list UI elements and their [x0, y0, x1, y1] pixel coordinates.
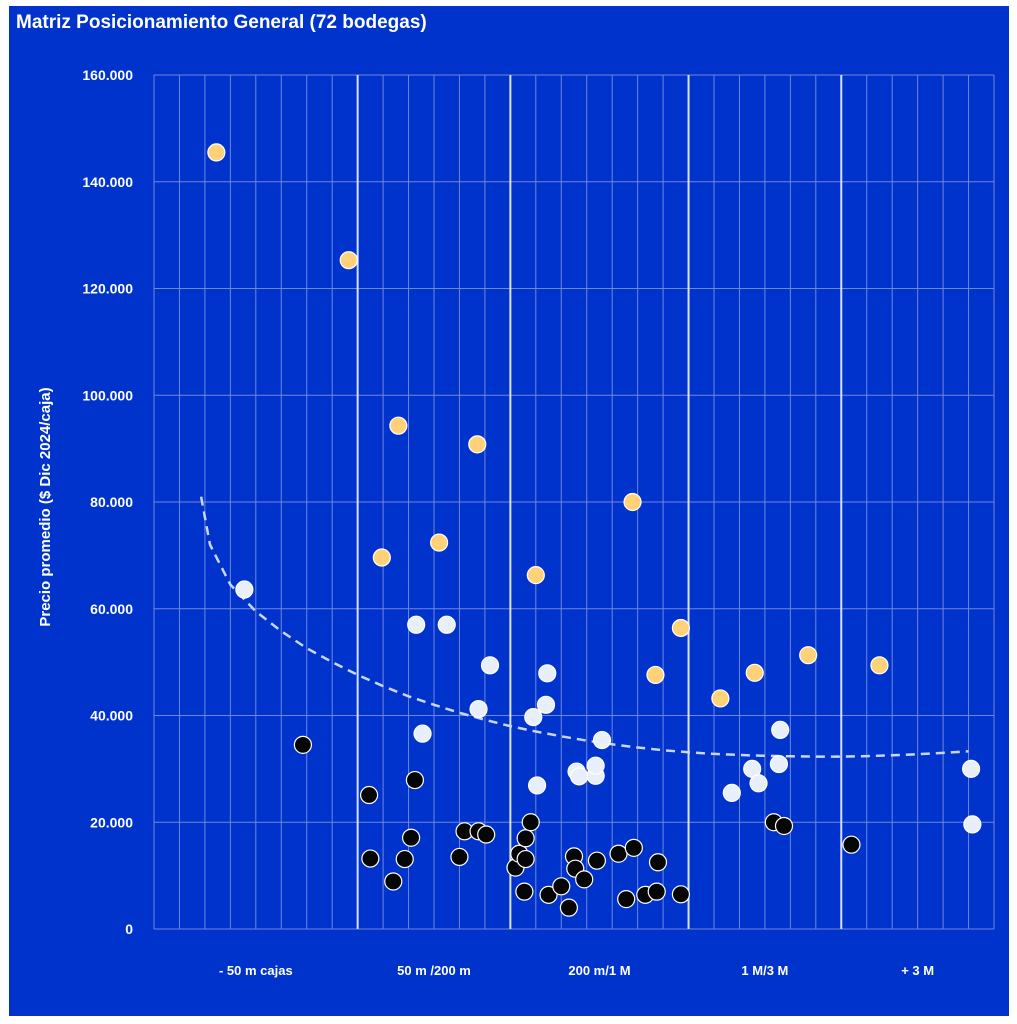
data-point-dark: [774, 816, 794, 836]
x-axis-categories: - 50 m cajas 50 m /200 m 200 m/1 M 1 M/3 M +…: [219, 963, 934, 978]
data-point-dark: [552, 877, 571, 896]
data-point-light: [771, 720, 790, 740]
data-point-dark: [648, 853, 668, 872]
data-point-gold: [207, 143, 226, 162]
data-point-light: [235, 580, 254, 599]
data-point-light: [586, 756, 605, 775]
data-point-dark: [587, 851, 607, 870]
data-point-dark: [671, 885, 691, 904]
data-point-gold: [372, 548, 391, 567]
data-point-gold: [526, 566, 545, 585]
data-point-dark: [359, 785, 379, 805]
y-axis-ticks: 0 20.000 40.000 60.000 80.000 100.000 120.000 1…: [82, 67, 133, 937]
data-point-light: [961, 759, 981, 778]
data-point-dark: [842, 835, 861, 854]
y-tick-label: 160.000: [82, 67, 133, 83]
data-point-light: [536, 695, 556, 714]
data-point-light: [749, 774, 768, 793]
data-point-gold: [870, 656, 889, 675]
x-category-label: 200 m/1 M: [568, 963, 630, 978]
y-tick-label: 100.000: [82, 387, 133, 403]
data-point-gold: [799, 646, 818, 665]
data-point-dark: [395, 849, 414, 869]
segment-separators: [356, 75, 843, 929]
y-tick-label: 60.000: [90, 601, 133, 617]
y-tick-label: 140.000: [82, 174, 133, 190]
y-tick-label: 0: [125, 921, 133, 937]
data-point-gold: [711, 689, 730, 708]
data-point-light: [437, 615, 456, 634]
data-point-light: [407, 615, 426, 634]
data-point-light: [592, 730, 612, 750]
y-tick-label: 120.000: [82, 281, 133, 297]
trendline-group: [199, 496, 969, 758]
data-point-light: [480, 656, 500, 675]
data-point-gold: [468, 435, 487, 454]
y-tick-label: 40.000: [90, 708, 133, 724]
data-point-dark: [405, 770, 425, 790]
data-point-gold: [339, 251, 358, 270]
data-point-dark: [521, 813, 540, 832]
data-point-dark: [624, 838, 643, 857]
trendline: [199, 496, 969, 758]
data-point-gold: [623, 492, 642, 512]
x-category-label: + 3 M: [901, 963, 934, 978]
x-category-label: - 50 m cajas: [219, 963, 293, 978]
x-category-label: 1 M/3 M: [741, 963, 788, 978]
data-point-dark: [647, 882, 666, 901]
x-category-label: 50 m /200 m: [397, 963, 471, 978]
data-point-gold: [646, 665, 665, 685]
data-point-dark: [617, 890, 636, 909]
chart-panel: [9, 6, 1009, 1016]
data-point-light: [527, 776, 547, 795]
data-point-dark: [361, 849, 380, 868]
data-point-light: [538, 664, 557, 683]
data-point-light: [569, 767, 589, 786]
data-point-dark: [575, 870, 594, 889]
data-point-light: [469, 699, 488, 719]
data-point-dark: [539, 885, 558, 904]
data-point-dark: [515, 882, 534, 901]
data-point-gold: [745, 663, 764, 682]
data-point-dark: [477, 825, 496, 844]
data-point-dark: [401, 828, 421, 847]
chart-title: Matriz Posicionamiento General (72 bodeg…: [16, 12, 427, 33]
data-point-dark: [293, 735, 313, 754]
data-point-light: [413, 724, 432, 743]
data-point-light: [524, 708, 543, 727]
y-axis-label: Precio promedio ($ Dic 2024/caja): [37, 387, 54, 626]
data-point-dark: [559, 898, 579, 917]
grid-lines: [153, 74, 995, 930]
data-point-dark: [450, 847, 469, 867]
data-points: [207, 143, 982, 917]
data-point-dark: [609, 844, 628, 863]
data-point-gold: [429, 533, 449, 552]
y-tick-label: 80.000: [90, 494, 133, 510]
data-point-light: [769, 754, 789, 774]
data-point-dark: [384, 872, 403, 891]
data-point-gold: [389, 416, 408, 435]
data-point-dark: [516, 829, 535, 848]
data-point-dark: [516, 849, 535, 869]
data-point-light: [963, 815, 982, 834]
data-point-gold: [671, 618, 691, 638]
y-tick-label: 20.000: [90, 814, 133, 830]
data-point-light: [722, 783, 741, 802]
